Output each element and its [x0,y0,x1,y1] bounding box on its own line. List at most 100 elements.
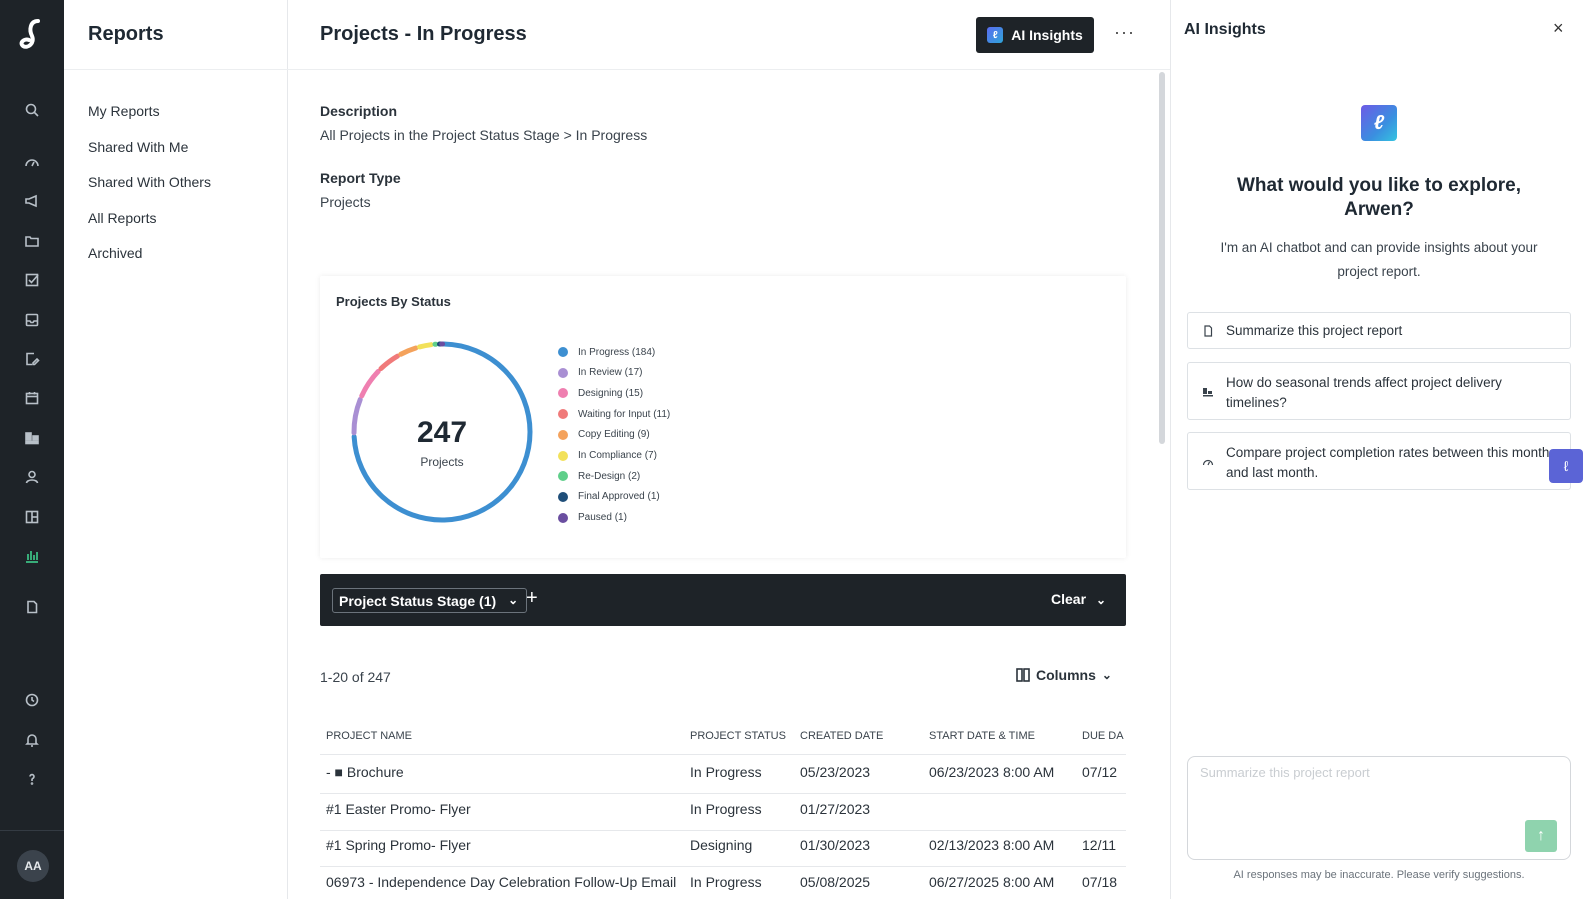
logo-icon [19,19,40,49]
sidebar-item-shared-with-me[interactable]: Shared With Me [88,139,189,155]
legend-dot [558,409,568,420]
chevron-down-icon: ⌄ [1101,668,1112,682]
donut-segment[interactable] [417,342,434,350]
person-icon[interactable] [20,465,44,489]
sidebar-item-my-reports[interactable]: My Reports [88,103,160,119]
columns-button[interactable]: Columns ⌄ [1016,667,1112,683]
document-edit-icon[interactable] [20,347,44,371]
sidebar-item-shared-with-others[interactable]: Shared With Others [88,174,211,190]
chevron-down-icon: ⌄ [1095,593,1106,607]
project-status-stage-filter[interactable]: Project Status Stage (1) ⌄ [332,588,528,613]
donut-center-label: Projects [420,455,463,469]
table-header-divider [320,754,1126,755]
ai-assistant-tab-icon[interactable]: ℓ [1549,449,1583,483]
legend-dot [558,429,568,440]
more-options-icon[interactable]: ··· [1114,22,1135,42]
legend-label: In Compliance (7) [578,450,657,461]
project-name-cell[interactable]: #1 Spring Promo- Flyer [326,837,471,854]
columns-button-label: Columns [1036,667,1096,683]
created-date-cell: 05/08/2025 [800,873,871,890]
layout-icon[interactable] [20,505,44,529]
suggestion-seasonal-trends[interactable]: How do seasonal trends affect project de… [1187,362,1571,420]
app-logo[interactable] [0,0,64,68]
legend-label: Designing (15) [578,387,644,399]
page-title: Projects - In Progress [320,23,527,45]
search-icon[interactable] [20,98,44,122]
donut-segment[interactable] [378,353,400,372]
ai-prompt-input[interactable] [1187,756,1571,860]
dashboard-gauge-icon[interactable] [20,150,44,174]
legend-item[interactable]: In Compliance (7) [558,449,657,463]
scrollbar[interactable] [1159,72,1165,444]
reports-sidebar: Reports My Reports Shared With Me Shared… [64,0,288,899]
rail-divider [0,830,64,831]
folder-icon[interactable] [20,229,44,253]
legend-item[interactable]: Copy Editing (9) [558,428,650,442]
ai-insights-button-label: AI Insights [1011,27,1083,43]
ai-disclaimer: AI responses may be inaccurate. Please v… [1233,869,1525,881]
file-icon[interactable] [20,595,44,619]
sidebar-item-archived[interactable]: Archived [88,245,143,261]
table-row-divider [320,793,1126,794]
legend-item[interactable]: Paused (1) [558,511,627,525]
clear-filters-button[interactable]: Clear ⌄ [1051,591,1106,607]
close-icon[interactable]: × [1553,18,1564,38]
project-status-cell: In Progress [690,764,762,780]
column-header-due-date[interactable]: Due Da [1082,730,1124,742]
suggestion-text: How do seasonal trends affect project de… [1226,375,1502,410]
column-header-project-status[interactable]: Project Status [690,730,786,742]
created-date-cell: 01/30/2023 [800,837,871,854]
reports-chart-icon[interactable] [20,544,44,568]
suggestion-summarize[interactable]: Summarize this project report [1187,312,1571,349]
calendar-icon[interactable] [20,386,44,410]
legend-label: In Review (17) [578,367,643,379]
column-header-project-name[interactable]: Project Name [326,730,412,742]
legend-item[interactable]: In Progress (184) [558,345,655,359]
status-donut-chart: 247 Projects [351,341,533,523]
description-label: Description [320,103,398,119]
columns-icon [1016,668,1030,682]
donut-segment[interactable] [351,396,363,436]
legend-dot [558,450,568,461]
bell-icon[interactable] [20,728,44,752]
send-button[interactable]: ↑ [1525,820,1557,852]
report-type-label: Report Type [320,170,401,186]
legend-item[interactable]: Waiting for Input (11) [558,407,670,421]
donut-segment[interactable] [359,368,381,399]
clock-icon[interactable] [20,688,44,712]
task-check-icon[interactable] [20,268,44,292]
due-date-cell: 07/12 [1082,764,1118,780]
main-header: Projects - In Progress ℓ AI Insights ··· [288,0,1170,70]
main-content: Projects - In Progress ℓ AI Insights ···… [288,0,1170,899]
board-icon[interactable] [20,426,44,450]
project-name-cell[interactable]: #1 Easter Promo- Flyer [326,800,471,817]
chart-icon [1203,388,1213,397]
legend-label: Final Approved (1) [578,491,660,503]
inbox-icon[interactable] [20,308,44,332]
legend-item[interactable]: In Review (17) [558,366,642,380]
description-value: All Projects in the Project Status Stage… [320,127,648,143]
start-date-cell: 02/13/2023 8:00 AM [929,837,1055,854]
legend-item[interactable]: Re-Design (2) [558,469,640,483]
report-type-value: Projects [320,194,371,210]
add-filter-button[interactable]: + [526,587,538,609]
sidebar-item-all-reports[interactable]: All Reports [88,210,157,226]
icon-rail: AA [0,0,64,899]
project-name-cell[interactable]: 06973 - Independence Day Celebration Fol… [326,873,676,890]
help-icon[interactable] [20,767,44,791]
megaphone-icon[interactable] [20,189,44,213]
ai-intro-text: I'm an AI chatbot and can provide insigh… [1220,240,1538,279]
column-header-start-date[interactable]: Start Date & Time [929,730,1035,742]
avatar[interactable]: AA [17,850,49,882]
legend-item[interactable]: Final Approved (1) [558,490,660,504]
donut-segment[interactable] [351,341,533,523]
start-date-cell: 06/23/2023 8:00 AM [929,764,1055,780]
created-date-cell: 01/27/2023 [800,800,871,817]
legend-item[interactable]: Designing (15) [558,386,643,400]
legend-dot [558,367,568,378]
column-header-created-date[interactable]: Created Date [800,730,884,742]
ai-insights-button[interactable]: ℓ AI Insights [976,17,1094,53]
project-name-cell[interactable]: - ■ Brochure [326,764,404,780]
donut-segment[interactable] [398,345,419,357]
suggestion-compare-completion[interactable]: Compare project completion rates between… [1187,432,1571,490]
